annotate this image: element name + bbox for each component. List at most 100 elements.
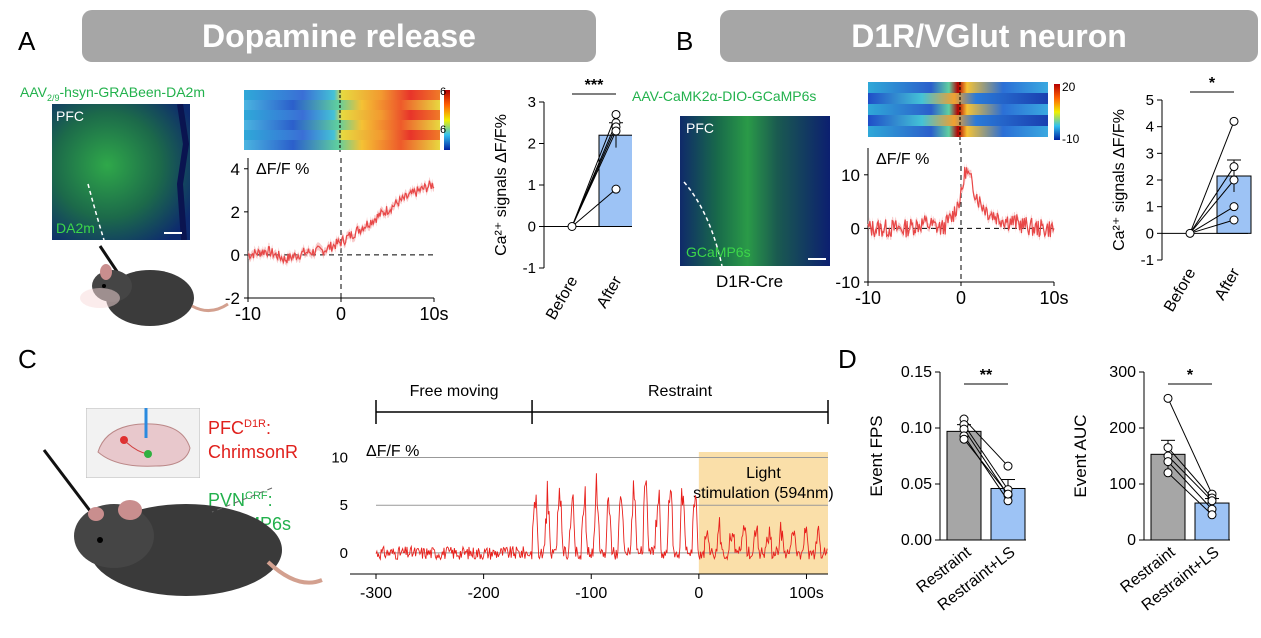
bar-chart-b: 5 4 3 2 1 0 -1 Ca²⁺ signals ΔF/F% * Before After xyxy=(1111,75,1252,315)
after-point xyxy=(1229,162,1239,172)
y-tick-label: 2 xyxy=(528,136,536,153)
phase-label-restraint: Restraint xyxy=(648,383,713,400)
microscopy-image-b: PFC GCaMP6s xyxy=(680,116,830,266)
x-tick-label: 0 xyxy=(694,585,703,602)
x-tick-label: -200 xyxy=(468,585,500,602)
after-point xyxy=(1229,116,1239,126)
pair-line xyxy=(571,114,617,227)
light-label-line2: stimulation (594nm) xyxy=(693,485,834,502)
light-label-line1: Light xyxy=(746,465,781,482)
panel-letter-b: B xyxy=(676,26,694,56)
before-point xyxy=(1185,228,1195,238)
after-point xyxy=(1229,175,1239,185)
after-point xyxy=(611,109,621,119)
x-tick-label: -10 xyxy=(855,288,881,308)
significance-label: * xyxy=(1209,75,1216,92)
pvn-crf-label: PVNCRF: xyxy=(208,490,273,510)
pair-line xyxy=(963,435,1009,502)
x-tick-label: -300 xyxy=(360,585,392,602)
y-tick-label: 3 xyxy=(1146,145,1154,162)
category-label: After xyxy=(1212,265,1244,303)
colorbar-b-top-tick: 20 xyxy=(1062,80,1076,94)
restraint-point xyxy=(959,434,969,444)
x-tick-label: -10 xyxy=(235,304,261,324)
mean-trace xyxy=(867,166,1055,238)
microscopy-texture-b xyxy=(680,116,830,266)
bar-after xyxy=(598,134,632,228)
y-axis-label: ΔF/F % xyxy=(256,161,309,178)
y-tick-label: 2 xyxy=(231,203,240,222)
pair-line xyxy=(1167,455,1213,502)
microscopy-texture-a xyxy=(52,104,190,240)
virus-label-a: AAV2/9-hsyn-GRABeen-DA2m xyxy=(20,84,205,103)
header-dopamine-release: Dopamine release xyxy=(82,10,596,62)
restraint-ls-point xyxy=(1207,496,1217,506)
y-tick-label: 3 xyxy=(528,94,536,111)
colorbar-a xyxy=(444,90,450,150)
after-point xyxy=(1229,215,1239,225)
after-point xyxy=(611,126,621,136)
colorbar-a-bottom-tick: 6 xyxy=(440,124,447,136)
y-tick-label: 200 xyxy=(1109,420,1136,437)
mouse-illustration-c xyxy=(42,449,323,596)
pair-line xyxy=(1167,472,1213,516)
x-tick-label: -100 xyxy=(575,585,607,602)
y-tick-label: 2 xyxy=(1146,172,1154,189)
d1r-cre-label: D1R-Cre xyxy=(716,272,784,291)
brain-schematic xyxy=(86,408,200,478)
x-tick-label: 0 xyxy=(336,304,346,324)
y-tick-label: 10 xyxy=(841,166,860,185)
pair-line xyxy=(571,188,617,227)
x-tick-label: 100s xyxy=(789,585,824,602)
restraint-point xyxy=(1163,393,1173,403)
pair-line xyxy=(1189,179,1235,234)
category-label: Before xyxy=(1161,265,1199,314)
y-axis-label: ΔF/F % xyxy=(876,151,929,168)
y-tick-label: 100 xyxy=(1109,476,1136,493)
y-tick-label: -1 xyxy=(523,260,536,277)
y-tick-label: 10 xyxy=(331,450,348,467)
colorbar-a-top-tick: 6 xyxy=(440,86,447,98)
pair-line xyxy=(571,130,617,227)
phase-label-free-moving: Free moving xyxy=(410,383,499,400)
y-tick-label: -10 xyxy=(835,273,860,292)
y-tick-label: 0 xyxy=(851,219,860,238)
after-point xyxy=(1229,202,1239,212)
y-tick-label: 0 xyxy=(340,545,348,562)
y-tick-label: 0.10 xyxy=(901,420,932,437)
bar-chart-a: 3 2 1 0 -1 Ca²⁺ signals ΔF/F% *** Before After xyxy=(493,77,632,323)
significance-label: * xyxy=(1187,367,1194,384)
x-tick-label: 10s xyxy=(1039,288,1068,308)
trace-chart-b: 10 0 -10-10 0 10s ΔF/F % xyxy=(835,148,1069,308)
y-tick-label: -1 xyxy=(1141,252,1154,269)
trace-chart-c: Light stimulation (594nm) 10 5 0 ΔF/F % -300 -2… xyxy=(331,383,834,602)
y-tick-label: 0 xyxy=(528,219,536,236)
pair-line xyxy=(1189,219,1235,234)
y-tick-label: 300 xyxy=(1109,364,1136,381)
y-tick-label: 4 xyxy=(1146,119,1154,136)
y-tick-label: 0.05 xyxy=(901,476,932,493)
y-tick-label: 5 xyxy=(1146,92,1154,109)
category-label: Restraint+LS xyxy=(1139,544,1223,615)
restraint-point xyxy=(1163,468,1173,478)
y-tick-label: 0.00 xyxy=(901,532,932,549)
pair-line xyxy=(1189,166,1235,234)
category-label: Restraint+LS xyxy=(935,544,1019,615)
significance-label: ** xyxy=(980,367,993,384)
y-tick-label: 4 xyxy=(231,160,240,179)
micro-label-pfc-b: PFC xyxy=(686,120,714,136)
pair-line xyxy=(963,438,1009,495)
category-label: Before xyxy=(543,273,581,322)
pair-line xyxy=(963,424,1009,490)
pair-line xyxy=(1189,206,1235,234)
restraint-ls-point xyxy=(1003,461,1013,471)
panel-letter-c: C xyxy=(18,344,37,374)
pair-line xyxy=(1167,461,1213,510)
panel-letter-d: D xyxy=(838,344,857,374)
colorbar-b xyxy=(1054,84,1060,140)
category-label: After xyxy=(594,273,626,311)
y-axis-label: Ca²⁺ signals ΔF/F% xyxy=(493,114,510,256)
calcium-trace xyxy=(375,473,828,561)
chrimsonr-label: ChrimsonR xyxy=(208,442,299,462)
